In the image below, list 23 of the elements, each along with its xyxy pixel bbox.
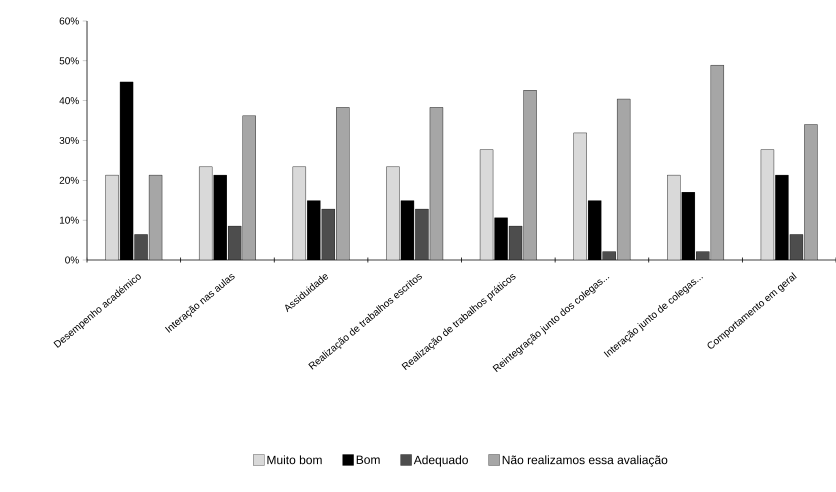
y-tick-label: 60% <box>60 17 79 25</box>
bar <box>667 174 681 260</box>
bar <box>508 226 522 260</box>
bar <box>322 208 336 260</box>
y-tick-label: 40% <box>59 97 79 104</box>
y-tick-label: 20% <box>60 176 79 184</box>
legend-label: Bom <box>356 456 380 464</box>
bar <box>760 149 774 260</box>
bar <box>228 226 242 260</box>
bar <box>573 132 587 260</box>
y-tick-label: 30% <box>60 136 79 144</box>
bar <box>415 208 429 260</box>
legend-label: Não realizamos essa avaliação <box>502 455 668 467</box>
bar <box>105 174 119 260</box>
legend-label: Muito bom <box>267 455 322 464</box>
y-tick-label: 0% <box>65 256 79 264</box>
legend-label: Adequado <box>414 455 468 467</box>
y-tick-label: 50% <box>60 57 79 64</box>
bar <box>292 166 306 260</box>
y-tick-label: 10% <box>60 216 79 224</box>
bar <box>386 166 400 260</box>
bar <box>198 166 212 260</box>
bar <box>480 149 494 260</box>
